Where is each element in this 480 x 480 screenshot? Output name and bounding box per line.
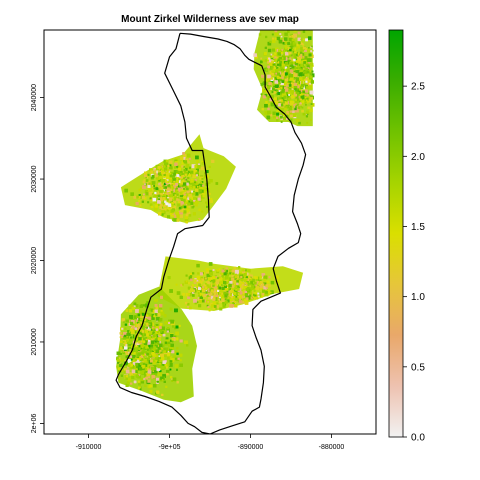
x-tick-label: -880000: [319, 444, 345, 451]
legend-tick-label: 1.0: [411, 292, 425, 303]
x-tick-label: -890000: [238, 444, 264, 451]
south-east-patch: [157, 256, 304, 312]
boundary-line: [115, 32, 307, 434]
north-east-patch: [253, 30, 315, 127]
y-tick-label: 2040000: [31, 84, 38, 111]
map-title: Mount Zirkel Wilderness ave sev map: [121, 14, 299, 25]
legend-bar: [388, 29, 404, 438]
y-tick-label: 2010000: [31, 328, 38, 355]
x-tick-label: -9e+05: [159, 444, 181, 451]
legend-ticks: 0.0 0.5 1.0 1.5 2.0 2.5: [403, 82, 425, 444]
x-axis: -910000 -9e+05 -890000 -880000: [76, 434, 345, 451]
x-tick-label: -910000: [76, 444, 102, 451]
y-tick-label: 2030000: [31, 165, 38, 192]
severity-raster: [116, 30, 315, 403]
color-legend: 0.0 0.5 1.0 1.5 2.0 2.5: [388, 29, 425, 444]
legend-tick-label: 0.5: [411, 362, 425, 373]
y-tick-label: 2020000: [31, 247, 38, 274]
legend-tick-label: 0.0: [411, 433, 425, 444]
legend-tick-label: 1.5: [411, 222, 425, 233]
wilderness-boundary: [115, 32, 307, 434]
central-patch: [120, 134, 236, 224]
y-axis: 2e+06 2010000 2020000 2030000 2040000: [31, 84, 44, 433]
south-west-patch: [116, 286, 197, 403]
plot-frame: [43, 29, 377, 435]
legend-tick-label: 2.5: [411, 82, 425, 93]
y-tick-label: 2e+06: [31, 413, 38, 433]
legend-tick-label: 2.0: [411, 152, 425, 163]
